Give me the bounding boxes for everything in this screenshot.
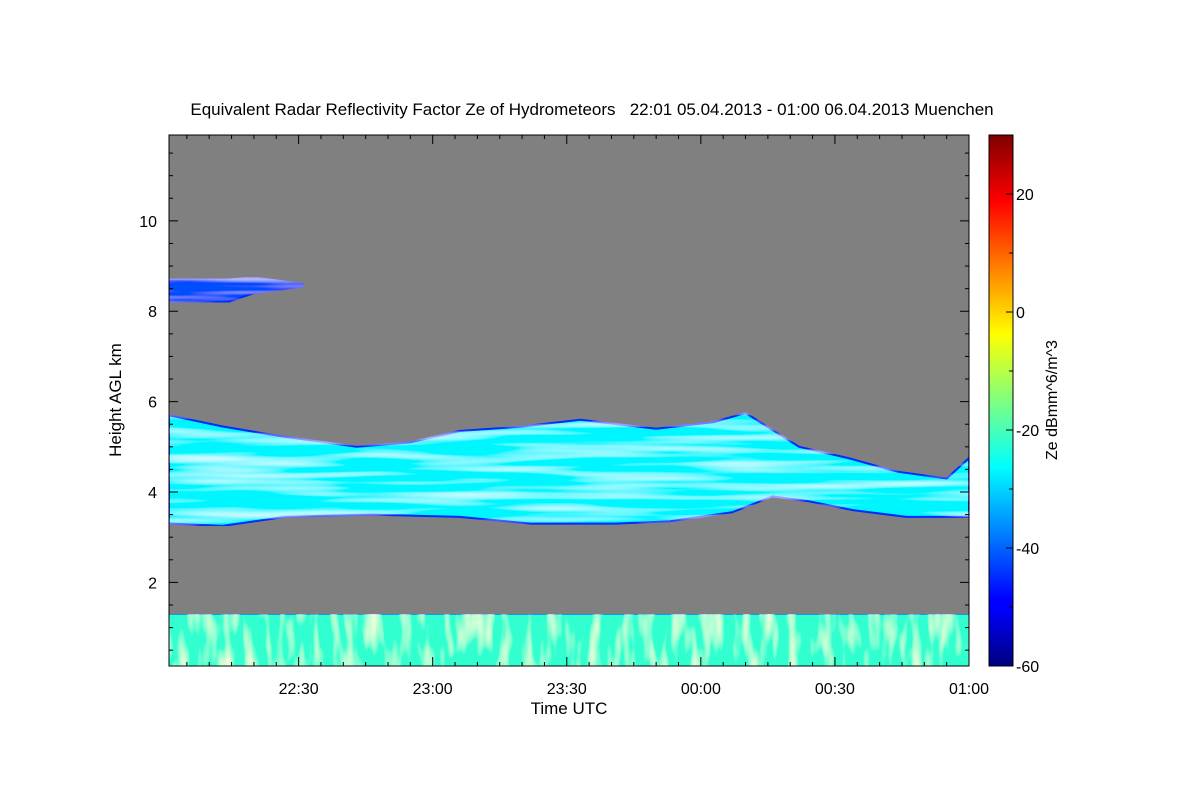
cloud-feature-3	[168, 613, 970, 667]
colorbar-tick-label: 0	[1016, 305, 1025, 322]
colorbar-label: Ze dBmm^6/m^3	[1044, 340, 1061, 460]
colorbar-tick-label: -40	[1016, 541, 1039, 558]
x-tick-label: 23:30	[547, 681, 587, 698]
y-tick-label: 6	[148, 395, 157, 412]
y-axis-label: Height AGL km	[106, 343, 125, 457]
y-tick-label: 8	[148, 304, 157, 321]
cloud-feature-1	[168, 276, 305, 304]
x-tick-label: 01:00	[949, 681, 989, 698]
y-tick-label: 10	[139, 214, 157, 231]
colorbar-tick-label: -60	[1016, 659, 1039, 676]
x-tick-label: 00:30	[815, 681, 855, 698]
chart-title: Equivalent Radar Reflectivity Factor Ze …	[190, 100, 993, 119]
x-axis: 22:30 23:00 23:30 00:00 00:30 01:00	[186, 135, 989, 698]
plot-frame	[168, 134, 970, 667]
colorbar-tick-label: -20	[1016, 423, 1039, 440]
x-axis-label: Time UTC	[531, 699, 608, 718]
y-axis: 2 4 6 8 10	[139, 152, 969, 651]
colorbar-tick-label: 20	[1016, 187, 1034, 204]
y-tick-label: 2	[148, 575, 157, 592]
y-tick-label: 4	[148, 485, 157, 502]
colorbar-ticks: -60 -40 -20 0 20	[1006, 134, 1039, 676]
cloud-layers	[168, 276, 970, 667]
colorbar-gradient	[988, 134, 1014, 667]
plot-area: 22:30 23:00 23:30 00:00 00:30 01:00 2 4 6 8 10	[139, 134, 989, 698]
plot-background	[169, 135, 969, 666]
x-tick-label: 00:00	[681, 681, 721, 698]
x-tick-label: 22:30	[279, 681, 319, 698]
x-tick-label: 23:00	[413, 681, 453, 698]
colorbar: -60 -40 -20 0 20 Ze dBmm^6/m^3	[988, 134, 1061, 676]
